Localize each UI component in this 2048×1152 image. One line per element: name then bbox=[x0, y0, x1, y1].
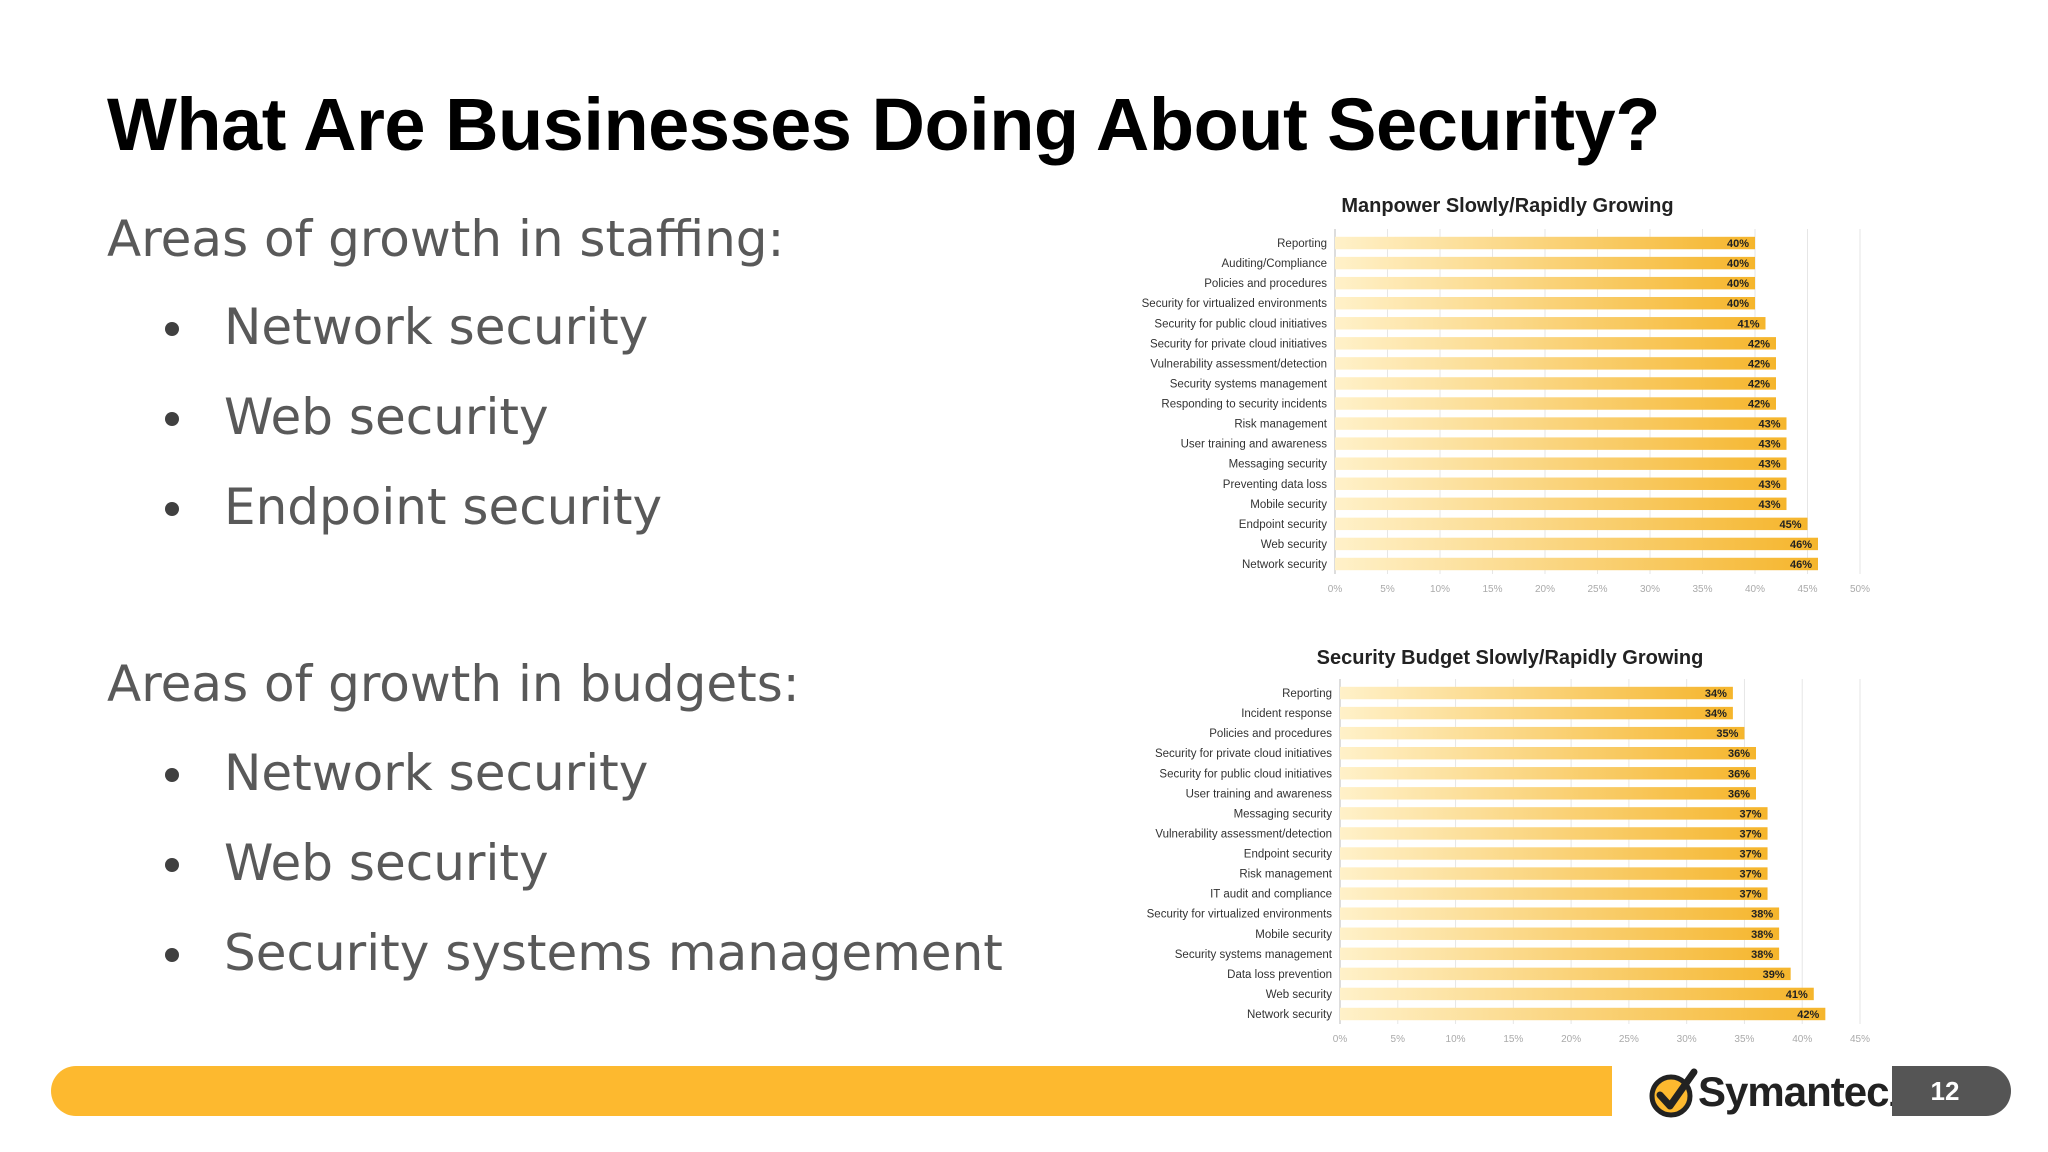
data-label: 43% bbox=[1758, 419, 1780, 431]
bullet-dot-icon bbox=[165, 322, 179, 336]
data-label: 40% bbox=[1727, 258, 1749, 270]
staffing-bullet-text: Web security bbox=[224, 388, 549, 446]
data-label: 42% bbox=[1748, 378, 1770, 390]
symantec-logo: Symantec. bbox=[1646, 1064, 1896, 1122]
x-tick-label: 50% bbox=[1850, 584, 1870, 595]
chart-title: Manpower Slowly/Rapidly Growing bbox=[1341, 195, 1673, 217]
bar bbox=[1335, 477, 1787, 490]
brand-name: Symantec. bbox=[1698, 1068, 1896, 1116]
bar bbox=[1335, 317, 1766, 330]
staffing-bullet-list: Network security Web security Endpoint s… bbox=[165, 294, 662, 564]
category-label: Responding to security incidents bbox=[1161, 399, 1327, 411]
category-label: Policies and procedures bbox=[1204, 278, 1327, 290]
data-label: 43% bbox=[1758, 479, 1780, 491]
x-tick-label: 35% bbox=[1692, 584, 1712, 595]
data-label: 40% bbox=[1727, 278, 1749, 290]
x-tick-label: 20% bbox=[1535, 584, 1555, 595]
data-label: 42% bbox=[1748, 399, 1770, 411]
budgets-bullet: Network security bbox=[165, 740, 1003, 830]
staffing-bullet-text: Network security bbox=[224, 298, 649, 356]
bar bbox=[1335, 357, 1776, 370]
category-label: Security for virtualized environments bbox=[1142, 298, 1328, 310]
bullet-dot-icon bbox=[165, 412, 179, 426]
data-label: 43% bbox=[1758, 439, 1780, 451]
bar bbox=[1335, 437, 1787, 450]
budgets-bullet-text: Network security bbox=[224, 744, 649, 802]
bullet-dot-icon bbox=[165, 858, 179, 872]
bullet-dot-icon bbox=[165, 948, 179, 962]
bar bbox=[1335, 256, 1755, 270]
budgets-bullet-text: Web security bbox=[224, 834, 549, 892]
bar bbox=[1335, 417, 1787, 430]
category-label: Messaging security bbox=[1229, 459, 1328, 471]
data-label: 45% bbox=[1779, 519, 1801, 531]
budgets-bullet: Web security bbox=[165, 830, 1003, 920]
category-label: Web security bbox=[1261, 539, 1328, 551]
bar bbox=[1335, 236, 1755, 250]
category-label: Mobile security bbox=[1250, 499, 1327, 511]
page-number-badge: 12 bbox=[1892, 1066, 2011, 1116]
budgets-bullet: Security systems management bbox=[165, 920, 1003, 1010]
x-tick-label: 10% bbox=[1430, 584, 1450, 595]
data-label: 40% bbox=[1727, 298, 1749, 310]
category-label: Auditing/Compliance bbox=[1222, 258, 1327, 270]
category-label: Security for public cloud initiatives bbox=[1154, 318, 1327, 330]
staffing-bullet: Web security bbox=[165, 384, 662, 474]
bar bbox=[1335, 337, 1776, 350]
x-tick-label: 0% bbox=[1328, 584, 1343, 595]
budgets-heading: Areas of growth in budgets: bbox=[107, 655, 800, 713]
category-label: Network security bbox=[1242, 559, 1327, 571]
staffing-bullet-text: Endpoint security bbox=[224, 478, 663, 536]
bar bbox=[1335, 296, 1755, 310]
category-label: Security for private cloud initiatives bbox=[1150, 338, 1327, 350]
budgets-bullet-text: Security systems management bbox=[224, 924, 1003, 982]
category-label: Reporting bbox=[1277, 238, 1327, 250]
bar bbox=[1335, 557, 1818, 571]
data-label: 42% bbox=[1748, 358, 1770, 370]
category-label: Risk management bbox=[1234, 419, 1327, 431]
data-label: 43% bbox=[1758, 459, 1780, 471]
footer-bar bbox=[51, 1066, 1612, 1116]
bar bbox=[1335, 276, 1755, 290]
x-tick-label: 45% bbox=[1797, 584, 1817, 595]
data-label: 46% bbox=[1790, 539, 1812, 551]
bullet-dot-icon bbox=[165, 502, 179, 516]
x-tick-label: 30% bbox=[1640, 584, 1660, 595]
page-number: 12 bbox=[1930, 1076, 1960, 1106]
bar bbox=[1335, 377, 1776, 390]
data-label: 42% bbox=[1748, 338, 1770, 350]
bar bbox=[1335, 497, 1787, 511]
data-label: 40% bbox=[1727, 238, 1749, 250]
data-label: 41% bbox=[1737, 318, 1759, 330]
budgets-bullet-list: Network security Web security Security s… bbox=[165, 740, 1003, 1010]
x-tick-label: 15% bbox=[1482, 584, 1502, 595]
category-label: Preventing data loss bbox=[1223, 479, 1327, 491]
bar bbox=[1335, 457, 1787, 470]
slide-title: What Are Businesses Doing About Security… bbox=[107, 83, 1660, 166]
bar bbox=[1335, 517, 1808, 531]
x-tick-label: 5% bbox=[1380, 584, 1395, 595]
staffing-bullet: Network security bbox=[165, 294, 662, 384]
bar bbox=[1335, 537, 1818, 551]
checkmark-logo-icon bbox=[1649, 1068, 1698, 1118]
data-label: 43% bbox=[1758, 499, 1780, 511]
category-label: Vulnerability assessment/detection bbox=[1150, 358, 1327, 370]
staffing-bullet: Endpoint security bbox=[165, 474, 662, 564]
bullet-dot-icon bbox=[165, 768, 179, 782]
data-label: 46% bbox=[1790, 559, 1812, 571]
staffing-heading: Areas of growth in staffing: bbox=[107, 210, 785, 268]
category-label: User training and awareness bbox=[1181, 439, 1328, 451]
x-tick-label: 25% bbox=[1587, 584, 1607, 595]
x-tick-label: 40% bbox=[1745, 584, 1765, 595]
category-label: Endpoint security bbox=[1239, 519, 1327, 531]
bar bbox=[1335, 397, 1776, 410]
category-label: Security systems management bbox=[1170, 378, 1328, 390]
